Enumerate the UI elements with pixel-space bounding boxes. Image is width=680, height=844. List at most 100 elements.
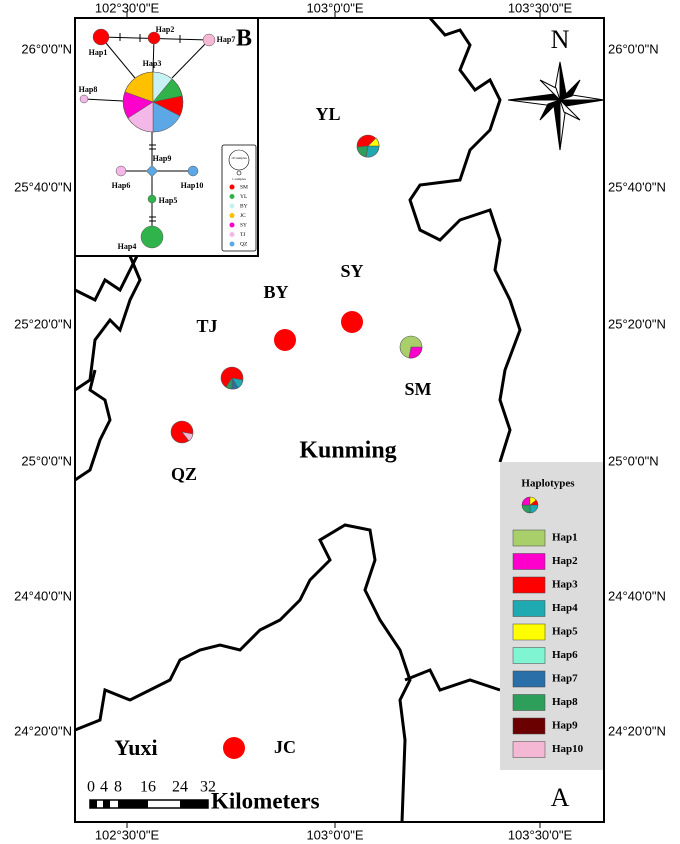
legend-swatch — [512, 694, 546, 711]
legend-label: Hap8 — [552, 696, 578, 708]
latitude-label: 26°0'0"N — [21, 41, 72, 56]
scale-tick-label: 4 — [100, 779, 108, 796]
node — [147, 194, 157, 204]
legend-label: TJ — [240, 232, 246, 238]
legend-label: JC — [240, 213, 246, 219]
legend-swatch — [512, 529, 546, 547]
network-labels: Hap1 Hap2 Hap3 Hap4 Hap5 Hap6 Hap7 Hap8 … — [79, 25, 236, 251]
site-label: SY — [340, 261, 363, 281]
legend-label: Hap4 — [552, 602, 578, 614]
pie-wedge — [225, 377, 233, 390]
node — [140, 225, 164, 249]
pie-wedge — [181, 431, 194, 442]
compass-arm — [559, 99, 581, 121]
scale-tick-label: 8 — [114, 779, 122, 796]
node-wedge — [123, 91, 154, 119]
scale-tick-label: 32 — [200, 779, 216, 796]
hap-label: Hap7 — [217, 35, 236, 44]
site-label: QZ — [171, 464, 197, 484]
hap-label: Hap5 — [159, 196, 178, 205]
node — [187, 165, 199, 177]
longitude-label: 103°30'0"E — [508, 0, 573, 15]
legend-swatch — [512, 600, 546, 617]
latitude-label: 24°20'0"N — [608, 723, 666, 738]
latitude-label: 25°0'0"N — [21, 453, 72, 468]
boundary — [74, 369, 112, 482]
site-pie — [341, 311, 363, 333]
legend-dot — [229, 241, 235, 247]
size-circle — [228, 149, 250, 171]
icon-wedge — [529, 496, 537, 506]
legend-label: SM — [240, 184, 248, 190]
longitude-label: 102°30'0"E — [95, 0, 160, 15]
legend-label: Hap10 — [552, 743, 584, 755]
legend-title: Haplotypes — [521, 478, 575, 490]
legend-label: QZ — [240, 241, 248, 247]
network-nodes — [79, 28, 216, 249]
longitude-label: 103°30'0"E — [508, 827, 573, 842]
boundary — [408, 17, 522, 463]
legend-dot — [229, 203, 235, 209]
site-labels: YL SY BY TJ SM QZ JC Kunming Yuxi — [114, 104, 431, 760]
north-label: N — [551, 25, 570, 54]
node — [202, 33, 216, 47]
size-circle — [236, 170, 242, 176]
panel-label: B — [236, 26, 252, 52]
site-label: JC — [274, 737, 296, 757]
site-pie — [223, 737, 245, 759]
panel-label: A — [551, 783, 570, 812]
hap-label: Hap10 — [181, 181, 204, 190]
boundary — [404, 668, 501, 692]
size-label: 10 samples — [231, 156, 247, 160]
frame-ticks — [126, 12, 541, 828]
scale-tick-label: 24 — [172, 779, 188, 796]
legend-label: Hap9 — [552, 720, 578, 732]
hap-label: Hap8 — [79, 85, 98, 94]
node — [145, 164, 159, 178]
node — [92, 28, 110, 46]
legend-swatch — [512, 717, 546, 735]
site-label: BY — [263, 282, 288, 302]
latitude-label: 24°40'0"N — [14, 588, 72, 603]
compass-arm — [539, 79, 561, 101]
legend-box — [221, 144, 257, 252]
longitude-label: 103°0'0"E — [306, 827, 363, 842]
site-pies — [170, 134, 423, 759]
edge — [83, 98, 124, 102]
hap-label: Hap3 — [143, 59, 162, 68]
latitude-label: 25°0'0"N — [608, 453, 659, 468]
site-pie — [274, 329, 296, 351]
boundaries — [74, 17, 522, 823]
scale-segment — [118, 800, 148, 808]
boundary — [74, 523, 412, 823]
legend-swatch — [512, 623, 546, 641]
legend-icon — [521, 496, 539, 514]
coordinate-labels: 102°30'0"E 103°0'0"E 103°30'0"E 102°30'0… — [14, 0, 666, 842]
map-frame — [74, 17, 605, 823]
compass-arm — [559, 79, 581, 101]
edge — [171, 39, 210, 79]
legend-label: Hap3 — [552, 579, 578, 591]
population-legend: 10 samples 1 samples SM YL BY JC SY TJ QZ — [221, 144, 257, 252]
pie-wedge — [356, 145, 369, 158]
latitude-label: 24°40'0"N — [608, 588, 666, 603]
legend-swatch — [512, 576, 546, 594]
hap-label: Hap2 — [156, 25, 175, 34]
node — [115, 165, 127, 177]
site-label: YL — [315, 104, 340, 124]
longitude-label: 102°30'0"E — [95, 827, 160, 842]
haplotype-legend: Haplotypes Hap1 Hap2 Hap3 Hap4 Hap5 Hap6 Hap7 H… — [500, 462, 603, 770]
latitude-label: 25°40'0"N — [14, 179, 72, 194]
latitude-label: 24°20'0"N — [14, 723, 72, 738]
pie-wedge — [408, 346, 423, 359]
legend-swatch — [512, 553, 546, 570]
site-label: TJ — [196, 316, 217, 336]
legend-label: Hap1 — [552, 532, 578, 544]
boundary — [74, 255, 142, 392]
legend-dot — [229, 184, 235, 190]
legend-label: Hap2 — [552, 555, 578, 567]
scale-unit: Kilometers — [211, 788, 320, 813]
legend-dot — [229, 232, 235, 237]
legend-label: YL — [240, 194, 248, 200]
